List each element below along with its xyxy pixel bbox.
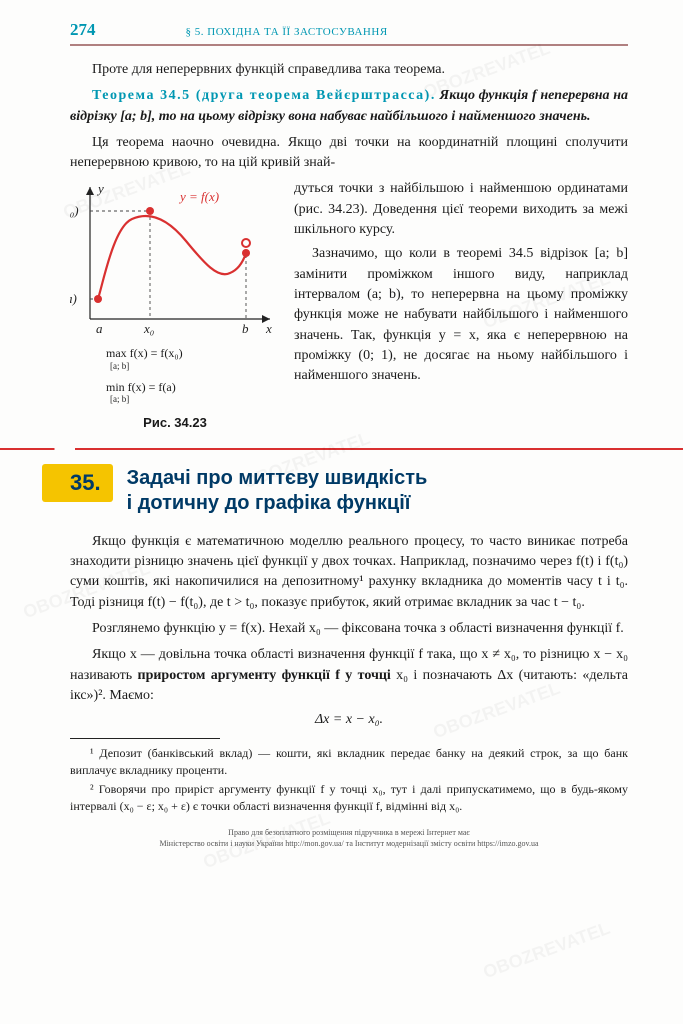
curve-label: y = f(x) [178, 189, 219, 204]
s35-p1: Якщо функція є математичною моделлю реал… [70, 532, 628, 613]
right-col-p1: дуться точки з найбільшою і найменшою ор… [294, 179, 628, 240]
footnote-1: ¹ Депозит (банківський вклад) — кошти, я… [70, 745, 628, 779]
section-badge: 35. [50, 464, 113, 502]
figure-formula-max: max f(x) = f(x₀) [a; b] [106, 346, 280, 377]
page-header: 274 § 5. ПОХІДНА ТА ЇЇ ЗАСТОСУВАННЯ [70, 20, 628, 46]
figure-34-23-chart: y x y = f(x) f(x₀) f(a) a x₀ [70, 179, 280, 339]
figure-formula-min: min f(x) = f(a) [a; b] [106, 380, 280, 411]
watermark: OBOZREVATEL [480, 918, 612, 983]
intro-paragraph: Проте для неперервних функцій справедлив… [70, 60, 628, 80]
footnote-separator [70, 738, 220, 739]
right-text-column: дуться точки з найбільшою і найменшою ор… [294, 179, 628, 429]
b-tick-label: b [242, 321, 249, 336]
s35-p2: Розглянемо функцію y = f(x). Нехай x₀ — … [70, 619, 628, 639]
footer-credit: Право для безоплатного розміщення підруч… [70, 828, 628, 849]
page-content: 274 § 5. ПОХІДНА ТА ЇЇ ЗАСТОСУВАННЯ Прот… [0, 0, 683, 859]
post-theorem-para: Ця теорема наочно очевидна. Якщо дві точ… [70, 133, 628, 174]
figure-column: y x y = f(x) f(x₀) f(a) a x₀ [70, 179, 280, 429]
page-number: 274 [70, 20, 96, 40]
y-axis-label: y [96, 181, 104, 196]
right-col-p2: Зазначимо, що коли в теоремі 34.5 відріз… [294, 244, 628, 386]
delta-x-equation: Δx = x − x₀. [70, 712, 628, 728]
footnote-2: ² Говорячи про приріст аргументу функції… [70, 781, 628, 815]
a-tick-label: a [96, 321, 103, 336]
x0-tick-label: x₀ [143, 321, 154, 336]
s35-p3: Якщо x — довільна точка області визначен… [70, 645, 628, 706]
theorem-34-5: Теорема 34.5 (друга теорема Вейєрштрасса… [70, 86, 628, 127]
fx0-label: f(x₀) [70, 203, 79, 218]
theorem-title: Теорема 34.5 (друга теорема Вейєрштрасса… [92, 88, 436, 103]
section-35-header: 35. Задачі про миттєву швидкість і дотич… [70, 464, 628, 516]
section-header: § 5. ПОХІДНА ТА ЇЇ ЗАСТОСУВАННЯ [186, 26, 388, 38]
section-35-title: Задачі про миттєву швидкість і дотичну д… [127, 466, 428, 516]
x-axis-label: x [265, 321, 272, 336]
fa-label: f(a) [70, 291, 77, 306]
figure-number: Рис. 34.23 [70, 415, 280, 430]
section-divider [0, 448, 683, 450]
figure-and-text-row: y x y = f(x) f(x₀) f(a) a x₀ [70, 179, 628, 429]
